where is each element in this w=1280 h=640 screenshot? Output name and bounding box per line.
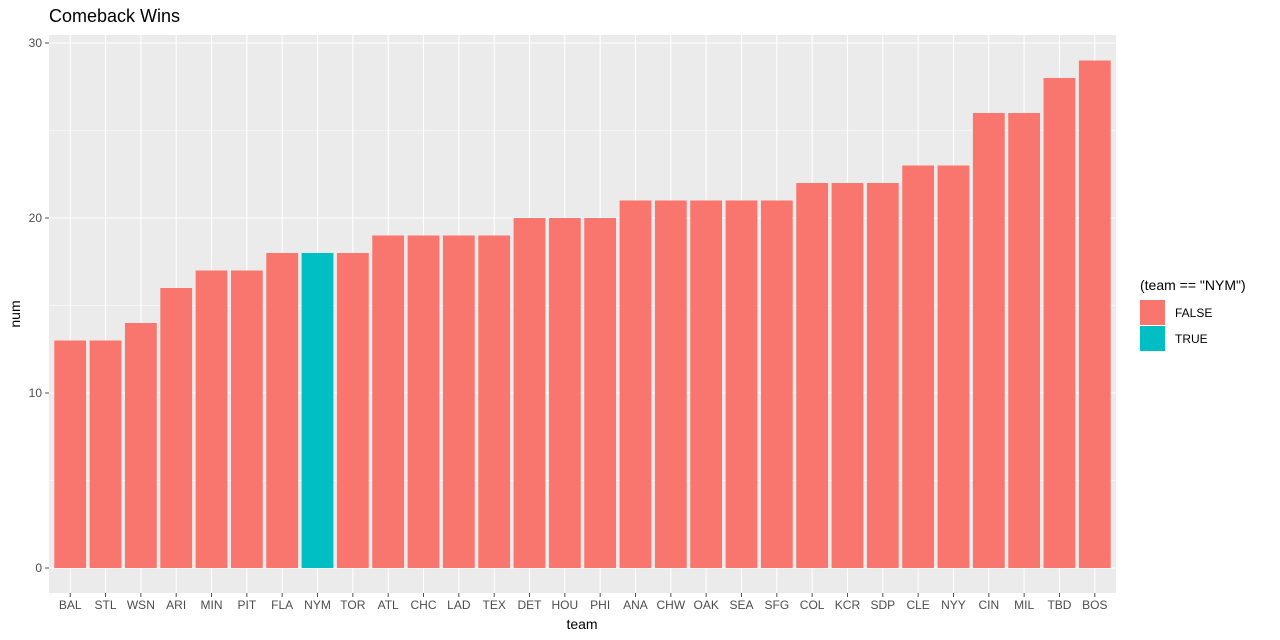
x-tick-label-mil: MIL [1014, 598, 1034, 612]
y-tick-label: 30 [29, 36, 43, 50]
x-tick-label-sdp: SDP [870, 598, 895, 612]
bar-nym [301, 253, 334, 568]
legend-key-true [1140, 326, 1165, 351]
x-tick-label-lad: LAD [447, 598, 471, 612]
x-tick-label-chc: CHC [411, 598, 437, 612]
bar-nyy [937, 165, 970, 568]
x-tick-label-wsn: WSN [127, 598, 155, 612]
bar-cle [902, 165, 935, 568]
bar-tbd [1043, 78, 1076, 568]
x-tick-label-stl: STL [95, 598, 117, 612]
x-tick-label-ana: ANA [623, 598, 648, 612]
x-tick-label-nym: NYM [304, 598, 331, 612]
x-tick-label-bos: BOS [1082, 598, 1107, 612]
y-tick-label: 20 [29, 211, 43, 225]
x-tick-label-sfg: SFG [764, 598, 789, 612]
legend-title: (team == "NYM") [1140, 277, 1246, 293]
bar-chw [654, 200, 687, 568]
y-tick-label: 10 [29, 386, 43, 400]
legend: (team == "NYM") FALSE TRUE [1140, 277, 1246, 351]
x-tick-label-cin: CIN [978, 598, 999, 612]
bar-cin [972, 113, 1005, 568]
x-tick-label-pit: PIT [238, 598, 257, 612]
x-tick-label-tex: TEX [483, 598, 506, 612]
bar-fla [266, 253, 299, 568]
x-tick-label-bal: BAL [59, 598, 82, 612]
bar-kcr [831, 183, 864, 568]
x-tick-label-atl: ATL [378, 598, 399, 612]
bars [54, 60, 1111, 568]
bar-hou [548, 218, 581, 568]
x-tick-label-sea: SEA [729, 598, 753, 612]
bar-wsn [124, 323, 157, 568]
x-tick-label-nyy: NYY [941, 598, 966, 612]
bar-mil [1008, 113, 1041, 568]
bar-phi [584, 218, 617, 568]
y-axis-title: num [7, 300, 23, 327]
bar-oak [690, 200, 723, 568]
bar-pit [230, 270, 263, 568]
x-tick-label-tor: TOR [340, 598, 365, 612]
x-tick-label-phi: PHI [590, 598, 610, 612]
x-tick-label-ari: ARI [166, 598, 186, 612]
chart-title: Comeback Wins [49, 6, 180, 26]
bar-det [513, 218, 546, 568]
x-tick-label-det: DET [518, 598, 543, 612]
x-tick-label-col: COL [800, 598, 825, 612]
x-tick-label-hou: HOU [551, 598, 578, 612]
y-axis: 0 10 20 30 [29, 36, 49, 575]
bar-sfg [760, 200, 793, 568]
bar-ana [619, 200, 652, 568]
y-tick-label: 0 [35, 561, 42, 575]
bar-lad [442, 235, 475, 568]
x-axis-title: team [566, 616, 597, 632]
x-tick-label-oak: OAK [693, 598, 718, 612]
bar-min [195, 270, 228, 568]
x-axis: BAL STL WSN ARI MIN PIT FLA NYM TOR ATL CHC LAD TEX D… [59, 593, 1107, 612]
legend-label-true: TRUE [1175, 332, 1208, 346]
x-tick-label-fla: FLA [271, 598, 293, 612]
bar-bal [54, 340, 87, 568]
bar-bos [1078, 60, 1111, 568]
bar-sdp [866, 183, 899, 568]
bar-chc [407, 235, 440, 568]
bar-tor [336, 253, 369, 568]
legend-label-false: FALSE [1175, 306, 1212, 320]
x-tick-label-tbd: TBD [1047, 598, 1071, 612]
x-tick-label-cle: CLE [906, 598, 929, 612]
bar-col [796, 183, 829, 568]
bar-stl [89, 340, 122, 568]
x-tick-label-chw: CHW [656, 598, 685, 612]
x-tick-label-kcr: KCR [835, 598, 861, 612]
bar-ari [160, 288, 193, 568]
bar-tex [478, 235, 511, 568]
x-tick-label-min: MIN [201, 598, 223, 612]
bar-sea [725, 200, 758, 568]
legend-key-false [1140, 300, 1165, 325]
bar-atl [372, 235, 405, 568]
